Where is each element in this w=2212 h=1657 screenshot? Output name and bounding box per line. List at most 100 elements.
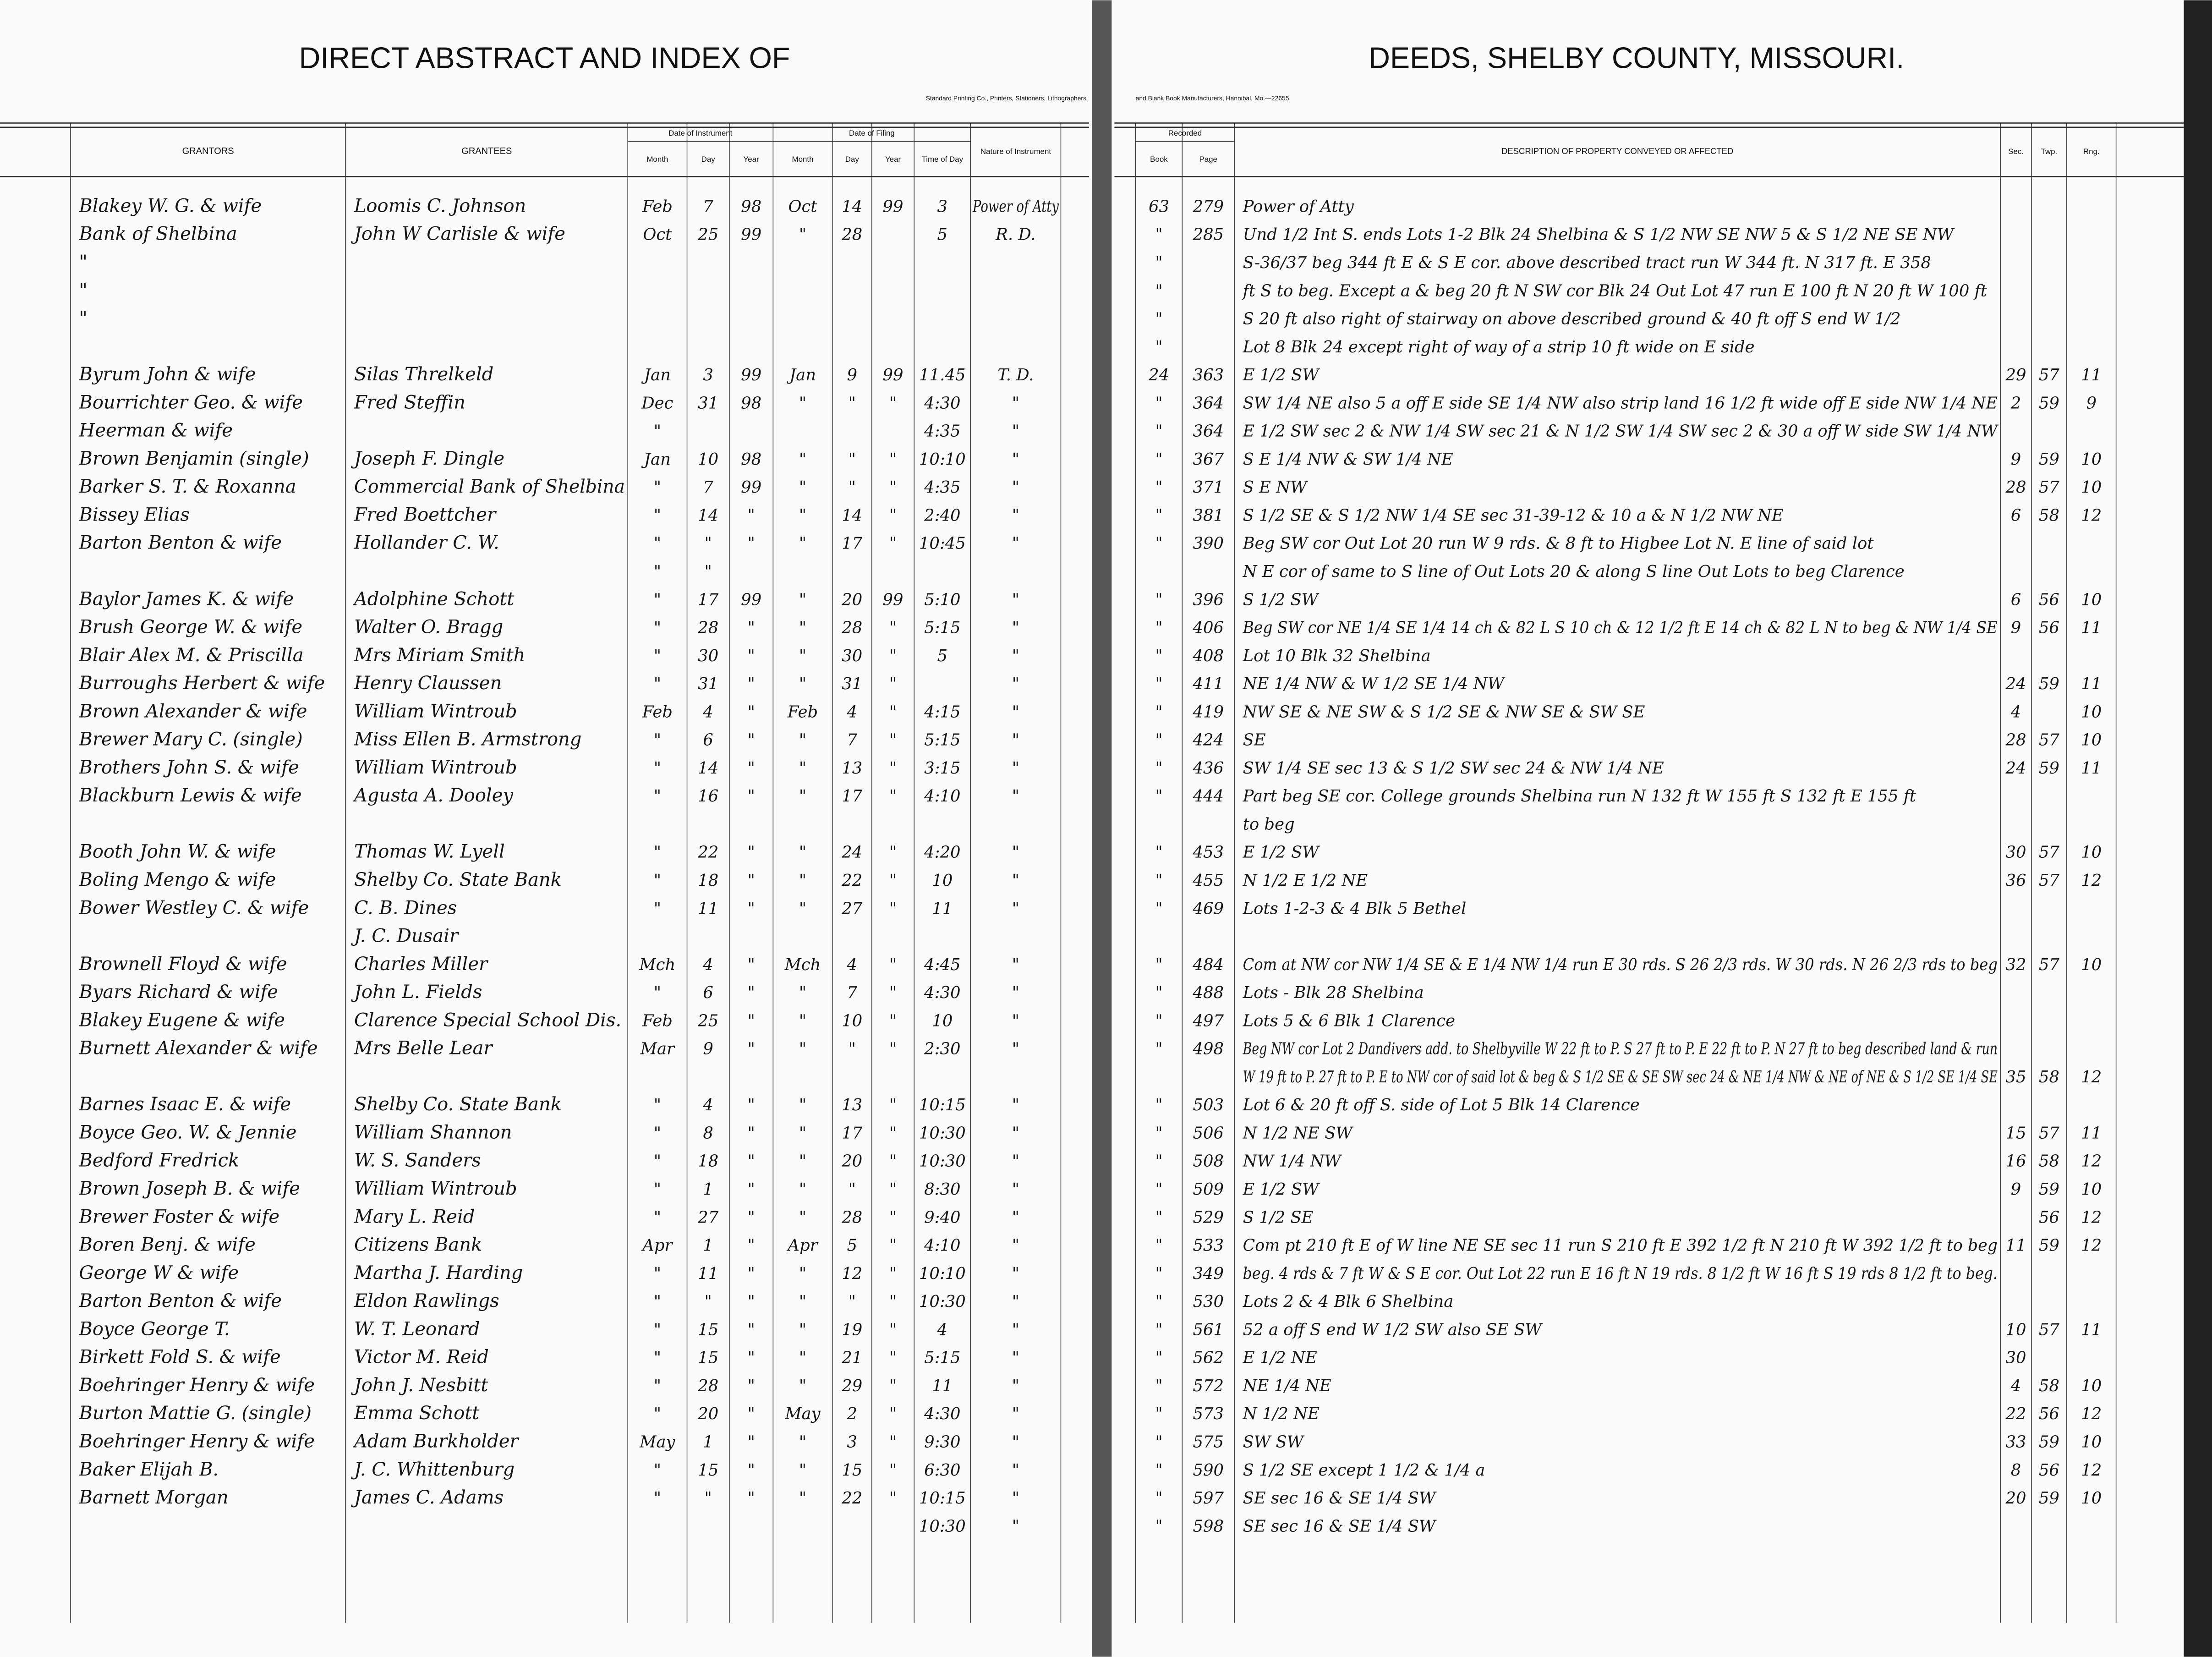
nature: " (1012, 506, 1019, 525)
grantor: Brown Benjamin (single) (78, 448, 309, 469)
nature: " (1012, 1264, 1019, 1283)
section: 24 (2005, 759, 2026, 778)
instrument-month: Feb (642, 702, 673, 721)
filing-month: " (799, 843, 806, 862)
filing-time: 4:30 (924, 983, 960, 1002)
nature: " (1012, 1489, 1019, 1508)
description: NE 1/4 NW & W 1/2 SE 1/4 NW (1243, 675, 1506, 693)
page: 561 (1193, 1320, 1224, 1339)
range: 11 (2081, 619, 2102, 637)
instrument-day: 6 (703, 983, 713, 1002)
filing-year: " (889, 394, 897, 412)
grantor: Brothers John S. & wife (78, 757, 299, 778)
filing-year: " (889, 1432, 897, 1451)
description: SW 1/4 SE sec 13 & S 1/2 SW sec 24 & NW … (1243, 759, 1664, 778)
filing-time: 4:30 (924, 1405, 960, 1423)
section: 4 (2010, 1377, 2021, 1395)
filing-time: 5:10 (924, 590, 960, 609)
instrument-month: Apr (641, 1236, 673, 1255)
nature: " (1012, 1124, 1019, 1142)
book: " (1155, 1208, 1162, 1227)
filing-month: " (799, 1349, 806, 1367)
grantee: James C. Adams (351, 1487, 504, 1508)
filing-month: " (799, 394, 806, 412)
filing-day: 19 (842, 1320, 862, 1339)
township: 56 (2039, 590, 2059, 609)
instrument-year: " (747, 843, 755, 862)
instrument-month: " (654, 590, 661, 609)
nature: " (1012, 759, 1019, 778)
book: " (1155, 619, 1162, 637)
grantee: J. C. Dusair (351, 926, 460, 947)
range: 11 (2081, 675, 2102, 693)
filing-time: 4:45 (924, 955, 960, 974)
filing-time: 5:15 (924, 1349, 960, 1367)
filing-year: " (889, 1152, 897, 1171)
filing-time: 10:30 (919, 1292, 966, 1311)
filing-year: " (889, 1264, 897, 1283)
township: 59 (2039, 394, 2059, 412)
description: Lot 6 & 20 ft off S. side of Lot 5 Blk 1… (1243, 1096, 1640, 1114)
instrument-year: " (747, 1096, 755, 1114)
township: 58 (2039, 1068, 2059, 1086)
instrument-day: 18 (698, 871, 718, 890)
filing-month: " (799, 1432, 806, 1451)
grantor: Barnett Morgan (78, 1487, 228, 1508)
nature: " (1012, 899, 1019, 918)
instrument-month: " (654, 1152, 661, 1171)
filing-day: 10 (842, 1011, 862, 1030)
nature: " (1012, 843, 1019, 862)
instrument-day: " (705, 1292, 712, 1311)
filing-month: Oct (788, 197, 817, 216)
instrument-year: 99 (741, 478, 761, 497)
description: Com pt 210 ft E of W line NE SE sec 11 r… (1243, 1236, 1998, 1255)
group-header: Recorded (1168, 129, 1202, 137)
filing-year: " (889, 1040, 897, 1059)
section: 28 (2005, 478, 2026, 497)
instrument-day: 17 (698, 590, 719, 609)
instrument-year: " (747, 1124, 755, 1142)
instrument-day: 30 (698, 647, 718, 665)
nature: " (1012, 478, 1019, 497)
instrument-day: 11 (698, 1264, 718, 1283)
instrument-year: 99 (741, 225, 761, 244)
description: S 1/2 SE & S 1/2 NW 1/4 SE sec 31-39-12 … (1243, 506, 1784, 525)
entries: Blakey W. G. & wife Loomis C. Johnson Feb 7… (78, 195, 2102, 1536)
filing-day: 3 (847, 1432, 857, 1451)
page: 562 (1193, 1349, 1224, 1367)
instrument-year: " (747, 871, 755, 890)
filing-time: 5 (937, 225, 948, 244)
grantee: C. B. Dines (354, 897, 457, 918)
instrument-month: Feb (642, 1011, 673, 1030)
section: 36 (2005, 871, 2026, 890)
filing-month: " (799, 899, 806, 918)
left-title: DIRECT ABSTRACT AND INDEX OF (299, 41, 790, 74)
grantee: Thomas W. Lyell (354, 841, 505, 862)
nature: " (1012, 1517, 1019, 1536)
book: " (1155, 1180, 1162, 1199)
description: SE (1243, 731, 1266, 750)
instrument-day: 4 (702, 955, 713, 974)
grantee: William Wintroub (354, 757, 517, 778)
grantee: Emma Schott (354, 1403, 480, 1424)
description: S-36/37 beg 344 ft E & S E cor. above de… (1243, 253, 1931, 272)
book: " (1155, 1040, 1162, 1059)
township: 56 (2039, 1461, 2059, 1480)
filing-time: 6:30 (924, 1461, 960, 1480)
range: 12 (2081, 1152, 2102, 1171)
nature: T. D. (997, 366, 1034, 384)
filing-month: " (799, 1320, 806, 1339)
nature: " (1012, 1405, 1019, 1423)
section: 32 (2005, 955, 2026, 974)
filing-day: 17 (842, 1124, 863, 1142)
instrument-year: " (747, 899, 755, 918)
instrument-day: 22 (697, 843, 718, 862)
nature: " (1012, 787, 1019, 806)
range: 12 (2081, 871, 2102, 890)
grantee: Mrs Belle Lear (354, 1038, 494, 1059)
range: 10 (2081, 450, 2102, 469)
page: 529 (1193, 1208, 1224, 1227)
filing-day: 22 (841, 1489, 862, 1508)
range: 11 (2081, 366, 2102, 384)
column-header: Year (744, 155, 760, 164)
